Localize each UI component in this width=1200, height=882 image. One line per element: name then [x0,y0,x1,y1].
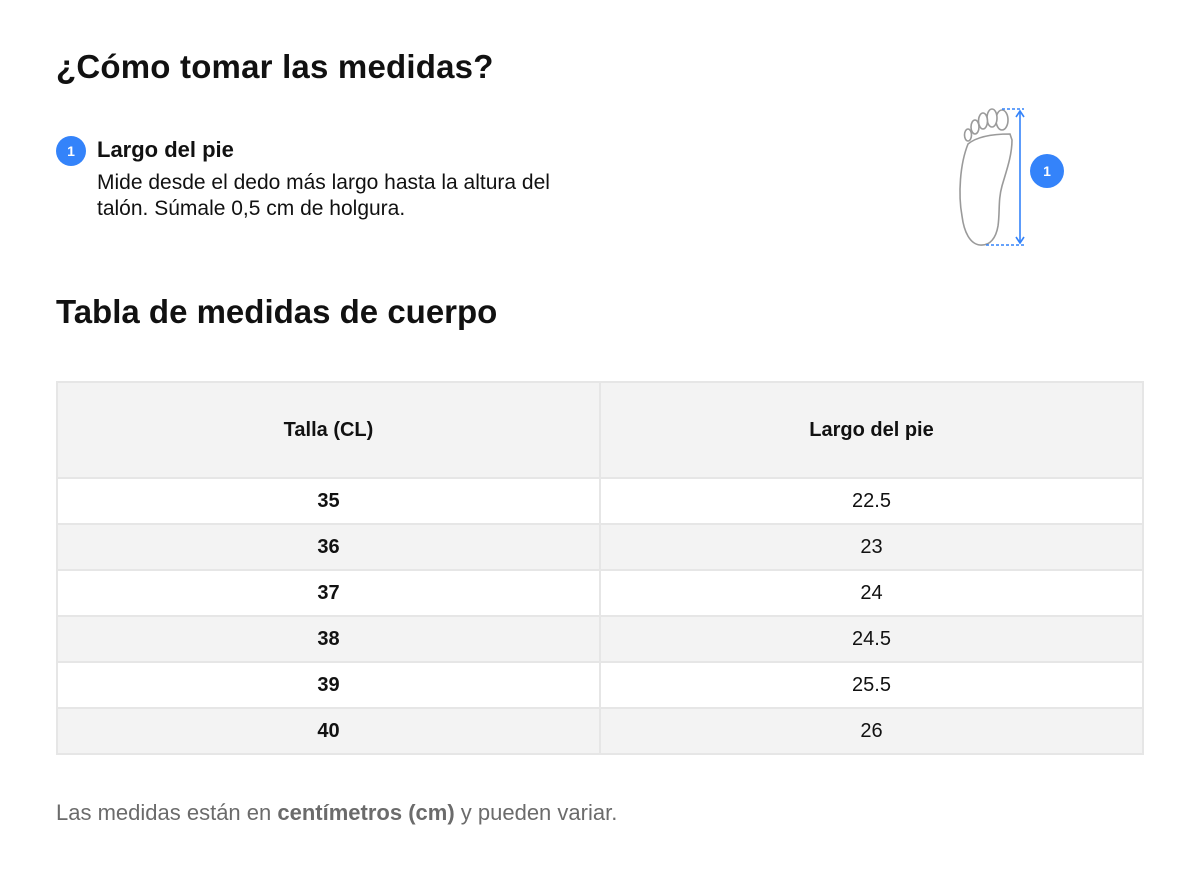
table-row: 35 22.5 [56,477,1144,525]
table-row: 37 24 [56,569,1144,617]
column-header-size: Talla (CL) [56,381,601,479]
table-row: 39 25.5 [56,661,1144,709]
footnote-unit: centímetros (cm) [277,800,455,825]
illustration-marker: 1 [1043,163,1051,179]
foot-length-cell: 26 [599,707,1144,755]
footnote-suffix: y pueden variar. [454,800,618,825]
step-description: Mide desde el dedo más largo hasta la al… [97,171,550,220]
size-cell: 39 [56,661,601,709]
foot-length-cell: 25.5 [599,661,1144,709]
table-row: 38 24.5 [56,615,1144,663]
table-row: 36 23 [56,523,1144,571]
foot-length-cell: 24.5 [599,615,1144,663]
step-title: Largo del pie [97,137,234,162]
foot-length-cell: 23 [599,523,1144,571]
foot-length-cell: 24 [599,569,1144,617]
size-cell: 40 [56,707,601,755]
units-footnote: Las medidas están en centímetros (cm) y … [56,800,617,826]
measure-title: ¿Cómo tomar las medidas? [56,48,494,85]
size-cell: 36 [56,523,601,571]
foot-length-cell: 22.5 [599,477,1144,525]
footnote-prefix: Las medidas están en [56,800,278,825]
table-title: Tabla de medidas de cuerpo [56,293,498,330]
size-cell: 37 [56,569,601,617]
size-cell: 38 [56,615,601,663]
column-header-foot-length: Largo del pie [599,381,1144,479]
foot-length-icon: 1 [950,104,1070,252]
table-header-row: Talla (CL) Largo del pie [56,381,1144,479]
step-number-badge: 1 [56,136,86,166]
table-row: 40 26 [56,707,1144,755]
size-cell: 35 [56,477,601,525]
size-table: Talla (CL) Largo del pie 35 22.5 36 23 3… [56,381,1144,755]
